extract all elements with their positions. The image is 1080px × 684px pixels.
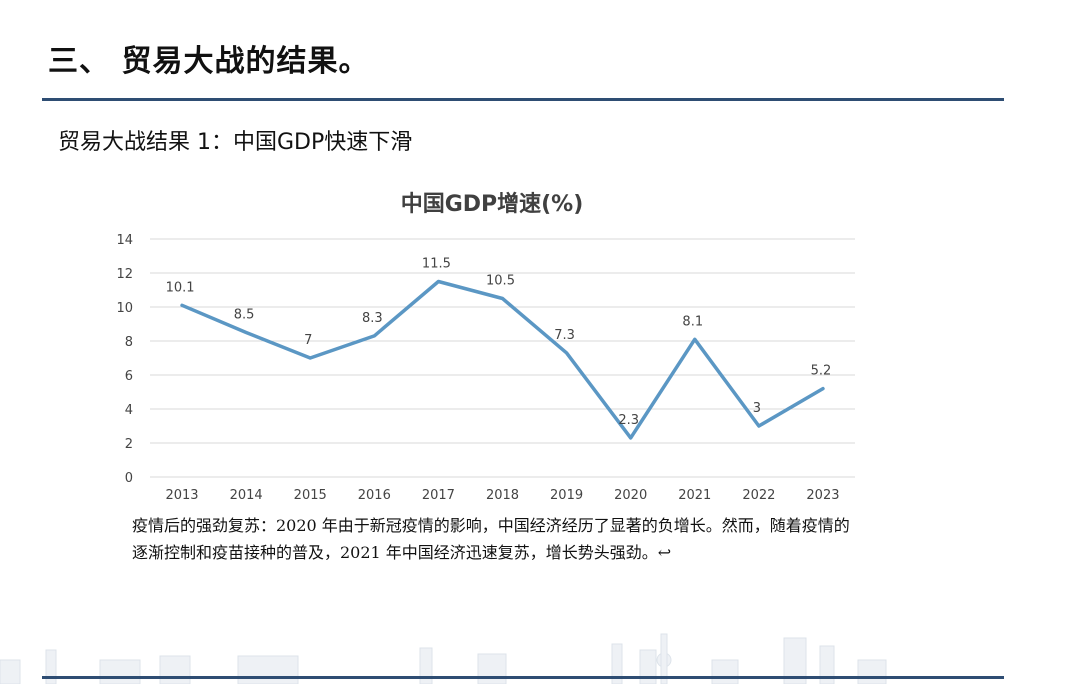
- x-axis-ticks: 2013 2014 2015 2016 2017 2018 2019 2020 2021 2022…: [165, 488, 839, 503]
- city-skyline-decoration: [0, 633, 887, 684]
- gridlines: [150, 238, 855, 478]
- x-tick-label: 2021: [678, 488, 711, 503]
- x-tick-label: 2013: [165, 488, 198, 503]
- data-label: 2.3: [618, 413, 639, 428]
- y-tick-label: 8: [125, 335, 133, 350]
- slide-subtitle: 贸易大战结果 1：中国GDP快速下滑: [58, 130, 413, 155]
- data-label: 8.1: [682, 314, 703, 329]
- data-label: 7.3: [554, 328, 575, 343]
- chart-caption: 疫情后的强劲复苏：2020 年由于新冠疫情的影响，中国经济经历了显著的负增长。然…: [132, 516, 850, 562]
- data-label: 8.3: [362, 311, 383, 326]
- y-axis-ticks: 0 2 4 6 8 10 12 14: [116, 233, 133, 486]
- footer-divider: [42, 676, 1004, 679]
- x-tick-label: 2019: [550, 488, 583, 503]
- title-divider: [42, 98, 1004, 101]
- series-group: [180, 279, 825, 440]
- x-tick-label: 2020: [614, 488, 647, 503]
- y-tick-label: 14: [116, 233, 133, 248]
- y-tick-label: 2: [125, 437, 133, 452]
- data-label: 5.2: [811, 364, 832, 379]
- y-tick-label: 10: [116, 301, 133, 316]
- x-tick-label: 2023: [806, 488, 839, 503]
- y-tick-label: 12: [116, 267, 133, 282]
- chart-title: 中国GDP增速(%): [401, 191, 584, 217]
- data-label: 11.5: [422, 257, 451, 272]
- x-tick-label: 2017: [422, 488, 455, 503]
- y-tick-label: 0: [125, 471, 133, 486]
- data-label: 10.1: [166, 280, 195, 295]
- x-tick-label: 2022: [742, 488, 775, 503]
- x-tick-label: 2018: [486, 488, 519, 503]
- y-tick-label: 4: [125, 403, 133, 418]
- data-labels: 10.1 8.5 7 8.3 11.5 10.5 7.3 2.3 8.1 3 5.2: [166, 257, 832, 428]
- x-tick-label: 2014: [230, 488, 263, 503]
- data-label: 3: [753, 401, 761, 416]
- y-tick-label: 6: [125, 369, 133, 384]
- data-label: 7: [304, 333, 312, 348]
- x-tick-label: 2016: [358, 488, 391, 503]
- data-label: 8.5: [234, 308, 255, 323]
- slide-title: 三、 贸易大战的结果。: [48, 44, 370, 79]
- data-label: 10.5: [486, 274, 515, 289]
- x-tick-label: 2015: [294, 488, 327, 503]
- series-line: [180, 279, 825, 440]
